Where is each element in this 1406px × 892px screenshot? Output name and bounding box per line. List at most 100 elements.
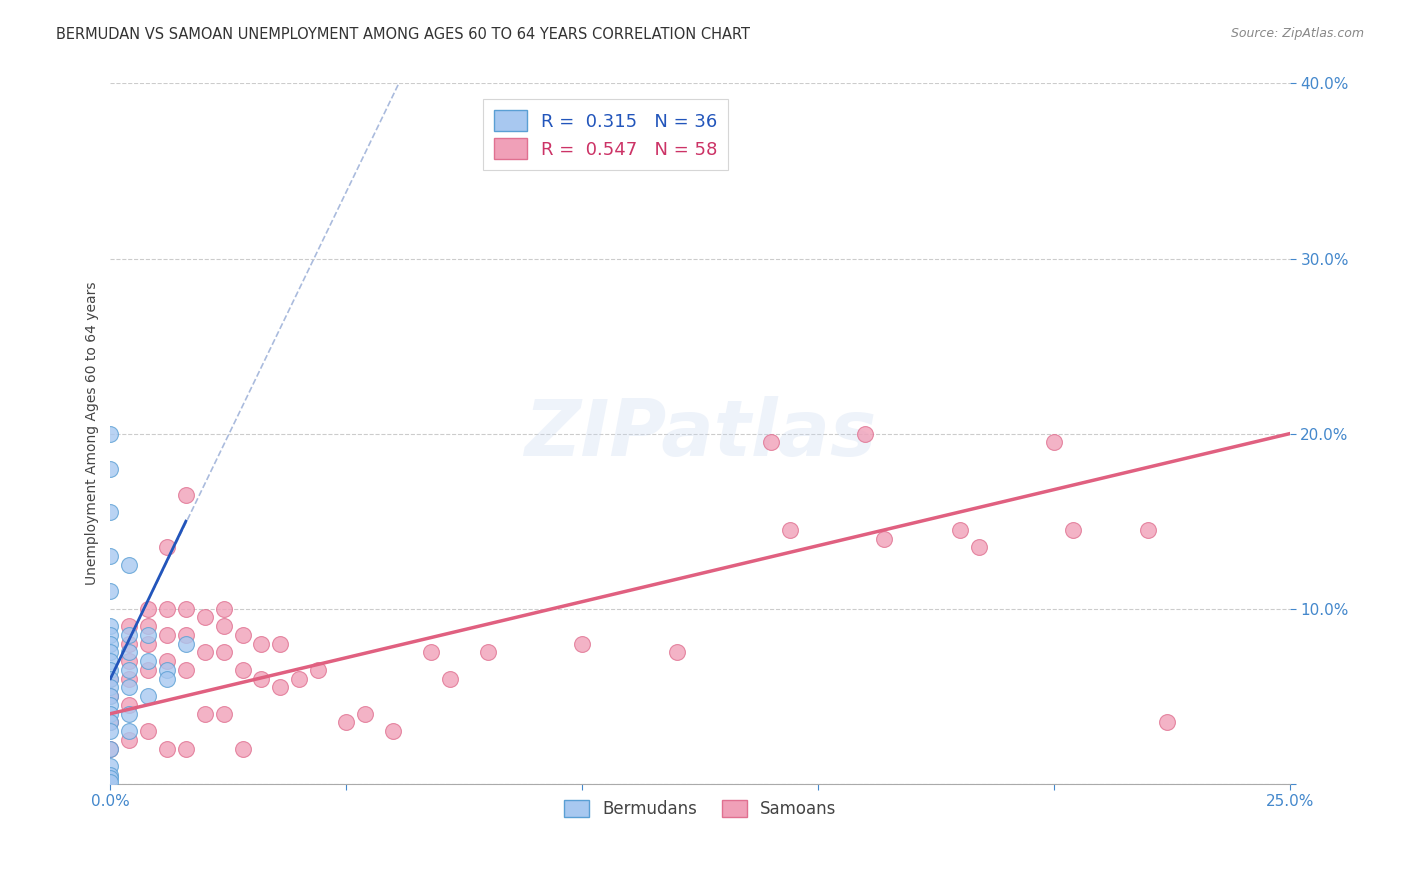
Point <box>231 628 253 642</box>
Point <box>873 532 896 546</box>
Point <box>156 741 179 756</box>
Point <box>136 663 159 677</box>
Point <box>100 698 122 712</box>
Point <box>212 619 235 633</box>
Point <box>100 775 122 789</box>
Point <box>100 689 122 703</box>
Point <box>100 654 122 668</box>
Point <box>100 637 122 651</box>
Point <box>571 637 593 651</box>
Point <box>382 724 405 739</box>
Point <box>100 681 122 695</box>
Point <box>100 706 122 721</box>
Point <box>118 558 141 572</box>
Point <box>156 601 179 615</box>
Point <box>136 601 159 615</box>
Point <box>100 689 122 703</box>
Point <box>118 628 141 642</box>
Point <box>779 523 801 537</box>
Point <box>231 741 253 756</box>
Point <box>156 654 179 668</box>
Point <box>269 681 291 695</box>
Point <box>136 637 159 651</box>
Point <box>250 672 273 686</box>
Point <box>100 759 122 773</box>
Point <box>136 619 159 633</box>
Point <box>118 724 141 739</box>
Point <box>1043 435 1066 450</box>
Point <box>118 654 141 668</box>
Point <box>174 637 197 651</box>
Point <box>288 672 311 686</box>
Point <box>100 628 122 642</box>
Text: BERMUDAN VS SAMOAN UNEMPLOYMENT AMONG AGES 60 TO 64 YEARS CORRELATION CHART: BERMUDAN VS SAMOAN UNEMPLOYMENT AMONG AG… <box>56 27 751 42</box>
Point <box>194 645 217 659</box>
Point <box>156 672 179 686</box>
Point <box>174 741 197 756</box>
Point <box>100 663 122 677</box>
Point <box>100 715 122 730</box>
Point <box>174 488 197 502</box>
Point <box>307 663 329 677</box>
Point <box>100 619 122 633</box>
Point <box>194 610 217 624</box>
Point <box>1062 523 1084 537</box>
Point <box>1137 523 1160 537</box>
Point <box>174 663 197 677</box>
Point <box>194 706 217 721</box>
Point <box>212 706 235 721</box>
Point <box>439 672 461 686</box>
Point <box>136 654 159 668</box>
Point <box>231 663 253 677</box>
Point <box>118 637 141 651</box>
Point <box>212 601 235 615</box>
Point <box>269 637 291 651</box>
Point <box>853 426 876 441</box>
Point <box>100 584 122 599</box>
Point <box>174 628 197 642</box>
Text: ZIPatlas: ZIPatlas <box>524 395 876 472</box>
Point <box>174 601 197 615</box>
Point <box>118 681 141 695</box>
Point <box>967 541 990 555</box>
Point <box>949 523 972 537</box>
Point <box>118 645 141 659</box>
Point <box>118 698 141 712</box>
Point <box>100 461 122 475</box>
Point <box>100 505 122 519</box>
Text: Source: ZipAtlas.com: Source: ZipAtlas.com <box>1230 27 1364 40</box>
Point <box>118 672 141 686</box>
Point <box>100 741 122 756</box>
Point <box>335 715 357 730</box>
Point <box>477 645 499 659</box>
Point <box>100 768 122 782</box>
Point <box>100 724 122 739</box>
Point <box>156 628 179 642</box>
Point <box>136 724 159 739</box>
Point <box>354 706 377 721</box>
Point <box>1156 715 1178 730</box>
Point <box>100 715 122 730</box>
Y-axis label: Unemployment Among Ages 60 to 64 years: Unemployment Among Ages 60 to 64 years <box>86 282 100 585</box>
Point <box>250 637 273 651</box>
Point <box>118 663 141 677</box>
Point <box>100 426 122 441</box>
Point <box>136 689 159 703</box>
Point <box>156 541 179 555</box>
Point <box>100 772 122 786</box>
Point <box>100 672 122 686</box>
Point <box>100 741 122 756</box>
Point <box>212 645 235 659</box>
Point <box>100 645 122 659</box>
Point <box>118 733 141 747</box>
Point <box>665 645 688 659</box>
Legend: Bermudans, Samoans: Bermudans, Samoans <box>557 793 844 824</box>
Point <box>420 645 443 659</box>
Point <box>156 663 179 677</box>
Point <box>118 619 141 633</box>
Point <box>100 672 122 686</box>
Point <box>118 706 141 721</box>
Point <box>136 628 159 642</box>
Point <box>100 549 122 563</box>
Point <box>759 435 782 450</box>
